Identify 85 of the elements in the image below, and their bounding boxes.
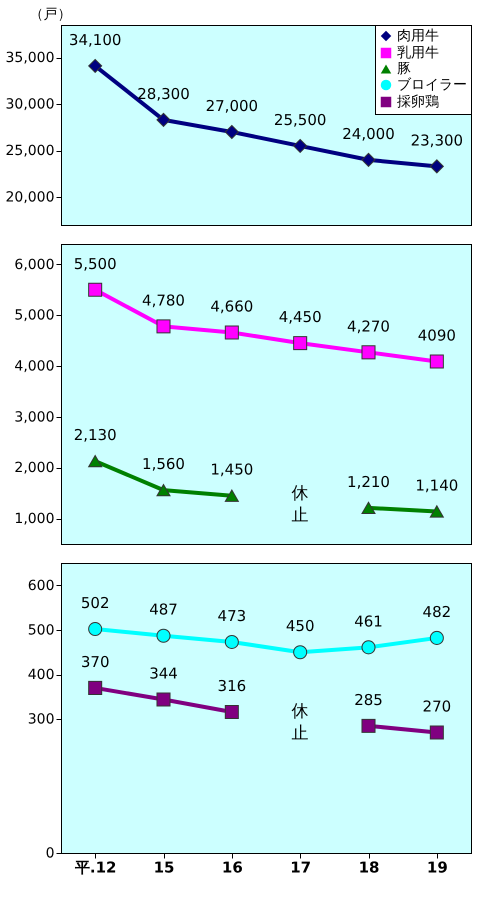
point	[361, 152, 376, 167]
data-label: 28,300	[137, 84, 190, 103]
y-tick-label: 35,000	[6, 50, 54, 66]
data-label: 1,450	[210, 460, 254, 479]
point	[88, 622, 102, 636]
data-label: 1,210	[347, 472, 390, 491]
x-tick-label: 16	[222, 858, 243, 876]
y-tick-label: 5,000	[14, 308, 54, 324]
point	[88, 680, 102, 695]
x-tick-label: 19	[426, 858, 448, 876]
point	[293, 336, 308, 350]
point	[430, 726, 444, 740]
y-tick-label: 400	[28, 667, 54, 684]
point	[224, 325, 239, 340]
y-axis-title: （戸）	[30, 6, 72, 22]
point	[156, 319, 171, 334]
point	[156, 112, 171, 127]
data-label: 450	[286, 617, 314, 636]
data-label: 4,450	[278, 308, 322, 326]
point	[361, 502, 376, 514]
point	[361, 718, 376, 733]
y-tick-label: 0	[46, 846, 54, 862]
point	[88, 282, 102, 297]
data-label: 25,500	[274, 110, 326, 129]
legend-label: 採卵鶏	[397, 94, 439, 110]
point	[156, 628, 171, 643]
y-tick-label: 500	[28, 622, 54, 638]
x-tick-label: 18	[358, 858, 380, 876]
legend-label: 豚	[397, 61, 411, 77]
point	[361, 345, 376, 360]
y-tick-label: 1,000	[14, 511, 54, 528]
y-tick-label: 30,000	[6, 96, 54, 113]
y-tick-label: 3,000	[14, 409, 54, 426]
point	[88, 454, 102, 468]
data-label: 473	[218, 606, 246, 625]
annotation: 休止	[292, 483, 309, 526]
data-label: 5,500	[74, 254, 117, 273]
y-tick-label: 20,000	[6, 190, 54, 206]
point	[430, 505, 444, 518]
data-label: 4,270	[347, 317, 390, 336]
data-label: 270	[422, 698, 452, 716]
point	[430, 354, 444, 368]
data-label: 4090	[418, 326, 456, 344]
data-label: 316	[218, 677, 246, 696]
point	[293, 645, 308, 660]
data-label: 2,130	[74, 426, 117, 444]
data-label: 461	[354, 612, 383, 630]
legend-label: 乳用牛	[397, 45, 439, 61]
data-label: 24,000	[342, 124, 395, 143]
legend-label: ブロイラー	[397, 77, 467, 93]
legend-label: 肉用牛	[397, 28, 439, 44]
y-tick-label: 600	[28, 578, 54, 594]
y-tick-label: 300	[28, 712, 54, 728]
data-label: 23,300	[410, 131, 464, 150]
x-tick-label: 17	[290, 858, 312, 876]
point	[156, 484, 171, 496]
point	[156, 692, 171, 707]
point	[361, 640, 376, 654]
data-label: 344	[149, 664, 178, 683]
data-label: 502	[80, 594, 110, 612]
data-label: 482	[422, 602, 452, 621]
point	[430, 159, 444, 174]
x-tick-label: 15	[154, 858, 174, 876]
data-label: 285	[354, 690, 383, 709]
point	[88, 58, 102, 73]
data-label: 370	[80, 652, 110, 671]
data-label: 1,140	[415, 476, 458, 494]
data-label: 4,660	[210, 297, 254, 316]
data-label: 1,560	[142, 455, 185, 474]
data-label: 27,000	[206, 96, 258, 115]
point	[293, 138, 308, 153]
data-label: 34,100	[68, 30, 122, 49]
point	[224, 490, 239, 502]
annotation: 休止	[292, 702, 309, 744]
point	[224, 124, 239, 139]
y-tick-label: 2,000	[14, 460, 54, 476]
data-label: 4,780	[142, 291, 185, 310]
data-label: 487	[149, 600, 178, 619]
point	[224, 704, 239, 720]
x-tick-label: 平.12	[74, 858, 116, 876]
point	[430, 630, 444, 645]
y-tick-label: 25,000	[6, 143, 54, 160]
point	[224, 634, 239, 649]
y-tick-label: 6,000	[14, 256, 54, 273]
y-tick-label: 4,000	[14, 358, 54, 375]
